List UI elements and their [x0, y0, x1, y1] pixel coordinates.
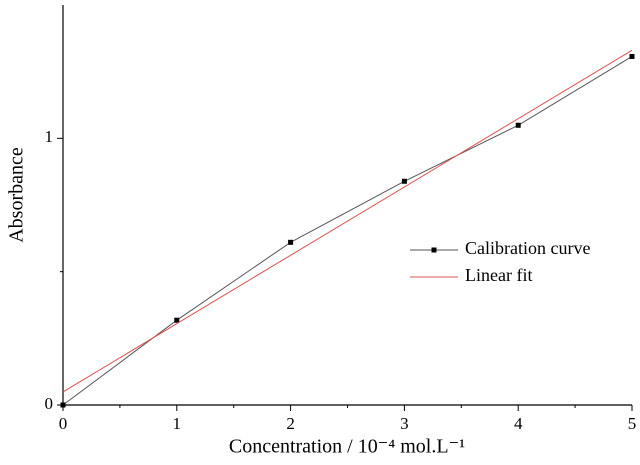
legend-marker [431, 247, 437, 253]
x-tick-label: 1 [173, 414, 182, 433]
data-point [401, 178, 407, 184]
y-tick-label: 1 [45, 127, 54, 146]
data-point [515, 122, 521, 128]
y-axis-label: Absorbance [6, 147, 28, 243]
data-point [60, 402, 66, 408]
x-tick-label: 5 [628, 414, 637, 433]
data-point [288, 239, 294, 245]
series-line [62, 49, 633, 393]
x-tick-label: 2 [286, 414, 295, 433]
x-tick-label: 0 [59, 414, 68, 433]
data-point [629, 53, 635, 59]
legend-label: Calibration curve [465, 238, 590, 258]
x-tick-label: 3 [400, 414, 409, 433]
series-line [62, 56, 633, 406]
x-tick-label: 4 [514, 414, 523, 433]
x-axis-label: Concentration / 10⁻⁴ mol.L⁻¹ [229, 436, 465, 458]
data-point [174, 317, 180, 323]
y-tick-label: 0 [45, 394, 54, 413]
legend-label: Linear fit [465, 265, 532, 285]
